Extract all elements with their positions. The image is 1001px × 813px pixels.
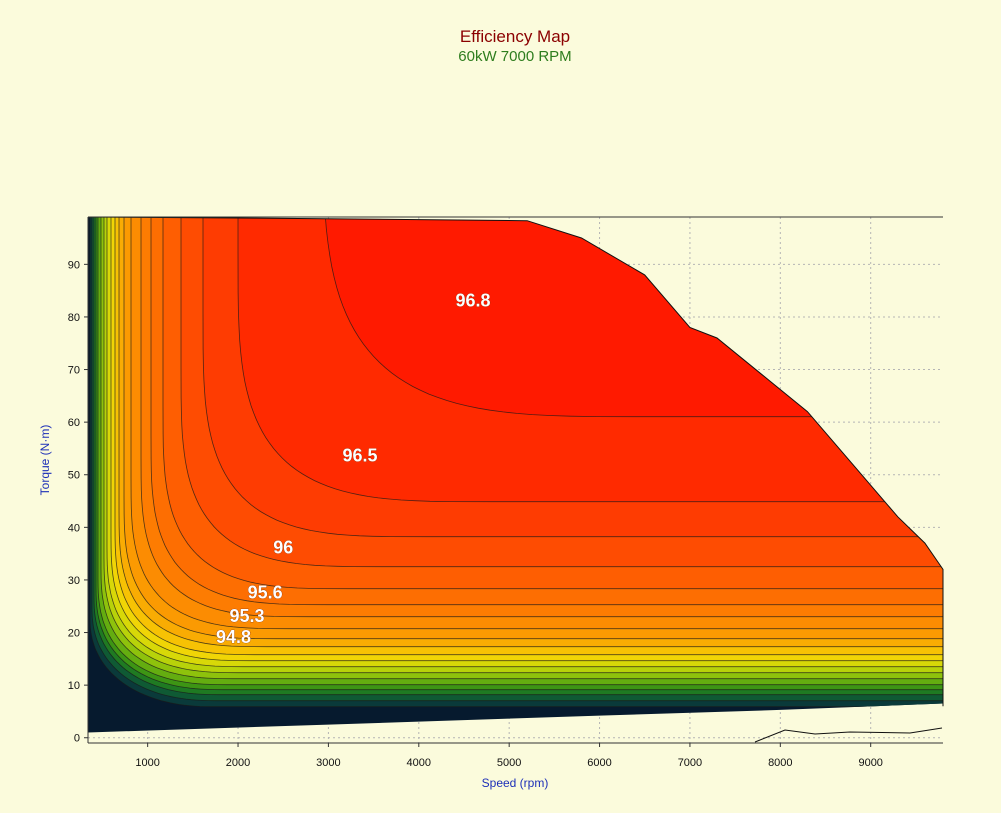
x-tick-labels: 1000 2000 3000 4000 5000 6000 7000 8000 9000 — [135, 743, 883, 769]
chart-title: Efficiency Map — [460, 27, 570, 46]
y-tick-label: 90 — [68, 259, 80, 271]
contour-line — [162, 217, 943, 590]
torque-envelope — [87, 216, 944, 707]
contour-label: 95.6 — [248, 582, 283, 602]
contour-line — [130, 217, 943, 630]
x-tick-label: 9000 — [858, 757, 882, 769]
contour-line — [106, 217, 943, 668]
chart-subtitle: 60kW 7000 RPM — [458, 48, 571, 65]
x-tick-label: 2000 — [226, 757, 250, 769]
y-tick-label: 20 — [68, 628, 80, 640]
contour-lines — [89, 217, 943, 708]
y-tick-label: 40 — [68, 522, 80, 534]
contour-line — [150, 217, 943, 606]
x-tick-label: 7000 — [678, 757, 702, 769]
y-tick-label: 70 — [68, 365, 80, 377]
contour-line — [180, 217, 943, 568]
contour-value-labels: 96.8 96.5 96 95.6 95.394.8 — [216, 290, 491, 647]
low-torque-boundary-curve — [754, 727, 943, 743]
contour-line — [97, 217, 943, 686]
axes — [87, 216, 943, 744]
contour-line — [118, 217, 943, 648]
y-tick-label: 80 — [68, 312, 80, 324]
contour-line — [110, 217, 943, 662]
contour-line — [89, 217, 943, 708]
contour-label: 96.5 — [343, 446, 378, 466]
x-tick-label: 6000 — [587, 757, 611, 769]
y-tick-label: 0 — [74, 733, 80, 745]
contour-line — [114, 217, 943, 656]
y-tick-label: 30 — [68, 575, 80, 587]
y-tick-label: 50 — [68, 470, 80, 482]
x-axis-label: Speed (rpm) — [482, 776, 549, 790]
contour-line — [93, 217, 943, 696]
x-tick-label: 8000 — [768, 757, 792, 769]
y-tick-label: 60 — [68, 417, 80, 429]
contour-line — [322, 217, 943, 418]
contour-line — [103, 217, 943, 674]
x-tick-label: 5000 — [497, 757, 521, 769]
x-tick-label: 4000 — [407, 757, 431, 769]
x-tick-label: 3000 — [316, 757, 340, 769]
contour-line — [237, 217, 943, 503]
x-tick-label: 1000 — [135, 757, 159, 769]
contour-line — [95, 217, 943, 691]
contour-label: 94.8 — [216, 627, 251, 647]
contour-line — [140, 217, 943, 618]
y-tick-label: 10 — [68, 680, 80, 692]
contour-label: 96.8 — [455, 290, 490, 310]
contour-line — [202, 217, 943, 538]
y-tick-labels: 0 10 20 30 40 50 60 70 80 90 — [68, 259, 88, 745]
contour-label: 96 — [273, 538, 293, 558]
contour-line — [100, 217, 943, 680]
y-axis-label: Torque (N·m) — [38, 425, 52, 496]
contour-label: 95.3 — [230, 606, 265, 626]
contour-line — [123, 217, 943, 640]
contour-line — [91, 217, 943, 702]
